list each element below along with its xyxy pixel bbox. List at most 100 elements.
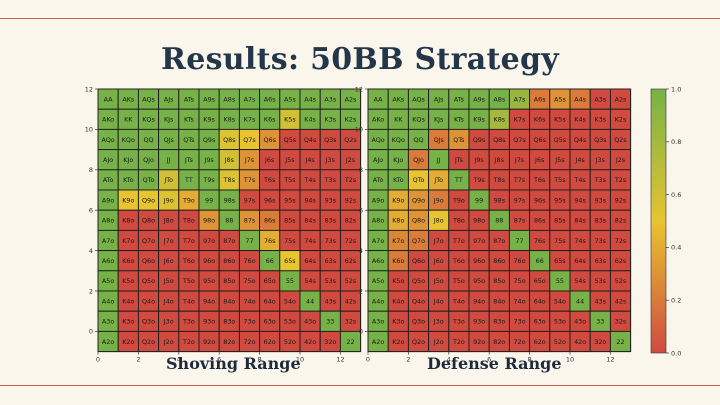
cell-label: A6o [372,257,384,265]
slide-title: Results: 50BB Strategy [160,42,559,77]
cell-label: K7s [514,116,526,124]
cell-label: 72s [615,237,627,245]
cell-label: AA [104,95,114,103]
cell-label: J3o [163,318,174,326]
cell-label: 82s [615,217,627,225]
cell-label: 94o [203,297,215,305]
cell-label: 84o [223,297,235,305]
cell-label: 22 [346,338,354,346]
defense-caption: Defense Range [427,354,562,373]
cell-label: QTs [453,136,465,144]
cell-label: 63o [534,318,546,326]
cell-label: QJs [164,136,175,144]
cell-label: JJ [436,156,441,164]
cell-label: J5o [163,277,174,285]
cell-label: 55 [556,277,564,285]
cell-label: Q3o [142,318,155,326]
cell-label: 96s [534,196,546,204]
cell-label: A2s [615,95,627,103]
top-rule [0,18,720,19]
cell-label: T6s [263,176,276,184]
cell-label: JTo [163,176,173,184]
cell-label: J9s [473,156,484,164]
cell-label: 74s [304,237,316,245]
cell-label: 75o [243,277,255,285]
cell-label: K7s [244,116,256,124]
cell-label: 32s [615,318,627,326]
cell-label: 52s [615,277,627,285]
y-tick-label: 0 [359,328,363,336]
cell-label: A7o [372,237,384,245]
cell-label: 66 [536,257,544,265]
cell-label: Q8o [142,217,155,225]
cell-label: A4s [304,95,316,103]
cell-label: KJs [164,116,174,124]
cell-label: T4o [182,297,195,305]
plot-frame [97,88,362,353]
cell-label: T2s [614,176,627,184]
x-tick-label: 12 [606,356,614,364]
cell-label: K7o [392,237,404,245]
cell-label: T3s [324,176,337,184]
cell-label: Q3s [324,136,337,144]
cell-label: 97s [514,196,526,204]
cell-label: T4s [303,176,316,184]
y-tick-label: 6 [89,207,93,215]
cell-label: A6o [102,257,114,265]
cell-label: 52o [554,338,566,346]
cell-label: KQo [392,136,405,144]
cell-label: KK [394,116,403,124]
cell-label: A2o [372,338,384,346]
x-tick-label: 4 [177,356,181,364]
cell-label: 82o [493,338,505,346]
cell-label: 53o [284,318,296,326]
cell-label: Q6s [533,136,546,144]
cell-label: 55 [286,277,294,285]
cell-label: Q5s [284,136,297,144]
cell-label: QQ [413,136,423,144]
cell-label: J9o [163,196,174,204]
cell-label: Q7s [243,136,256,144]
cell-label: 76o [243,257,255,265]
cell-label: A9o [102,196,114,204]
cell-label: 72s [345,237,357,245]
y-tick-label: 2 [359,287,363,295]
cell-label: A3o [102,318,114,326]
cell-label: 93s [595,196,607,204]
cell-label: AA [374,95,384,103]
cell-label: AJs [164,95,174,103]
y-tick-label: 10 [355,126,363,134]
cell-label: 98s [224,196,236,204]
cell-label: ATo [103,176,114,184]
cell-label: K4o [122,297,134,305]
cell-label: T3o [452,318,465,326]
cell-label: A4s [574,95,586,103]
cell-label: A5s [554,95,566,103]
cell-label: A5o [372,277,384,285]
cell-label: A4o [102,297,114,305]
cell-label: 83o [223,318,235,326]
cell-label: T3o [182,318,195,326]
cell-label: J8o [433,217,444,225]
cell-label: KQo [122,136,135,144]
cell-label: Q2o [412,338,425,346]
cell-label: 73o [513,318,525,326]
cell-label: Q4o [142,297,155,305]
cell-label: J2s [345,156,356,164]
cell-label: 75s [284,237,296,245]
cell-label: 65s [554,257,566,265]
cell-label: A5o [102,277,114,285]
cell-label: J7s [244,156,255,164]
cell-label: T7o [182,237,195,245]
cell-label: Q3o [412,318,425,326]
cell-label: T6o [182,257,195,265]
cell-label: T4o [452,297,465,305]
cell-label: 72o [513,338,525,346]
cell-label: 85s [554,217,566,225]
cell-label: 33 [326,318,334,326]
cell-label: TT [184,176,193,184]
cell-label: T7s [513,176,526,184]
cell-label: 43s [595,297,607,305]
colorbar-tick-label: 0.2 [671,297,681,305]
